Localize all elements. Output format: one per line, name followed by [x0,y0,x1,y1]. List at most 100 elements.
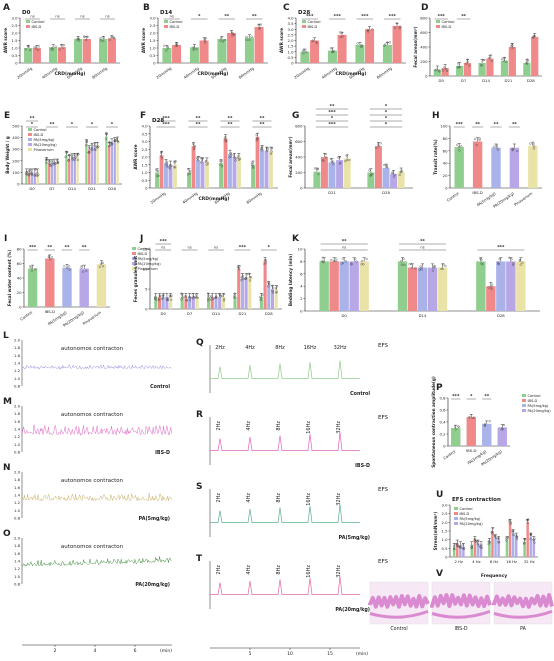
efs-frequency-label: 32Hz [336,565,342,578]
bar [172,45,182,63]
bar [451,428,461,446]
data-point [168,164,172,167]
data-point [195,47,198,51]
data-point [398,173,401,176]
sig-annotation: ns [342,246,346,250]
data-point [205,163,208,166]
bar [397,171,405,188]
data-point [509,522,512,525]
data-point [497,536,500,540]
bar [441,68,449,76]
trace-y-tick-label: 1.2 [14,434,21,439]
bar [24,48,33,63]
y-tick-label: 2.5 [149,23,156,28]
bar [165,297,169,309]
x-unit-label: (min) [356,651,368,657]
data-point [47,255,51,258]
data-point [257,23,260,26]
y-tick-label: 100 [12,170,20,175]
data-point [515,535,519,538]
bar [221,297,225,309]
data-point [34,268,37,271]
y-tick-label: 400 [295,155,303,160]
data-point [379,142,382,145]
legend-swatch [522,394,526,397]
data-point [104,137,108,140]
bar [523,62,531,76]
trace-title: autonomos contracton [61,346,124,352]
data-point [195,296,198,299]
data-point [28,265,32,268]
data-point [274,287,278,290]
bar [367,172,375,188]
x-tick-label: 40mmHg [181,190,199,204]
bar [478,62,486,76]
y-axis-label: Bedding latency (min) [288,254,293,306]
histology-tissue [492,593,554,609]
data-point [512,262,515,265]
y-tick-label: 4.0 [141,124,148,129]
sig-annotation: * [31,122,34,128]
x-tick-label: D28 [108,186,116,191]
trace-group-label: IBS-D [155,450,170,456]
data-point [338,162,342,165]
data-point [468,64,471,67]
y-tick-label: 2.0 [11,31,18,36]
panel-label: D [421,3,428,13]
sig-annotation: * [385,116,388,122]
bar [382,45,392,63]
data-point [508,519,511,522]
y-tick-label: 600 [420,30,428,35]
y-tick-label: 0 [300,309,303,314]
sig-annotation: * [198,14,201,20]
data-point [433,264,436,268]
y-tick-label: 0 [17,182,20,187]
y-tick-label: 0.4 [439,420,446,425]
x-tick-label: D0 [29,186,35,191]
data-point [390,172,393,175]
y-tick-label: 20 [17,290,22,295]
data-point [155,168,158,171]
data-point [33,174,36,177]
trace-y-tick-label: 1.2 [14,368,21,373]
bar [217,39,227,63]
histology-muscle-layer [431,609,491,619]
data-point [339,161,342,164]
sig-annotation: ** [260,122,265,128]
data-point [471,416,474,420]
trace-y-tick-label: 1.4 [14,493,21,498]
bar [329,261,339,311]
data-point [477,544,480,547]
data-point [511,47,514,50]
data-point [231,32,234,35]
bar [269,150,273,188]
data-point [221,294,224,297]
data-point [398,25,401,28]
bar [45,160,48,184]
y-axis-label: Feces granules/unit [133,256,138,302]
bar [508,47,516,76]
data-point [210,295,213,298]
data-point [160,150,163,153]
data-point [264,261,267,264]
sig-annotation: ** [228,116,233,122]
x-tick-label: IBS-D [45,309,55,314]
data-point [529,142,532,145]
data-point [505,539,508,542]
y-tick-label: 0.5 [287,55,294,60]
sig-annotation: ns [30,15,34,19]
data-point [234,157,237,160]
bar [169,297,173,309]
data-point [269,152,272,155]
data-point [501,57,504,60]
bar [180,297,184,309]
data-point [493,534,496,537]
data-point [512,263,515,266]
legend-label: IBS-D [442,25,452,29]
data-point [332,259,335,263]
data-point [88,146,91,149]
data-point [335,259,338,263]
panel-label: J [139,234,143,244]
x-tick-label: 20mmHg [149,190,167,204]
